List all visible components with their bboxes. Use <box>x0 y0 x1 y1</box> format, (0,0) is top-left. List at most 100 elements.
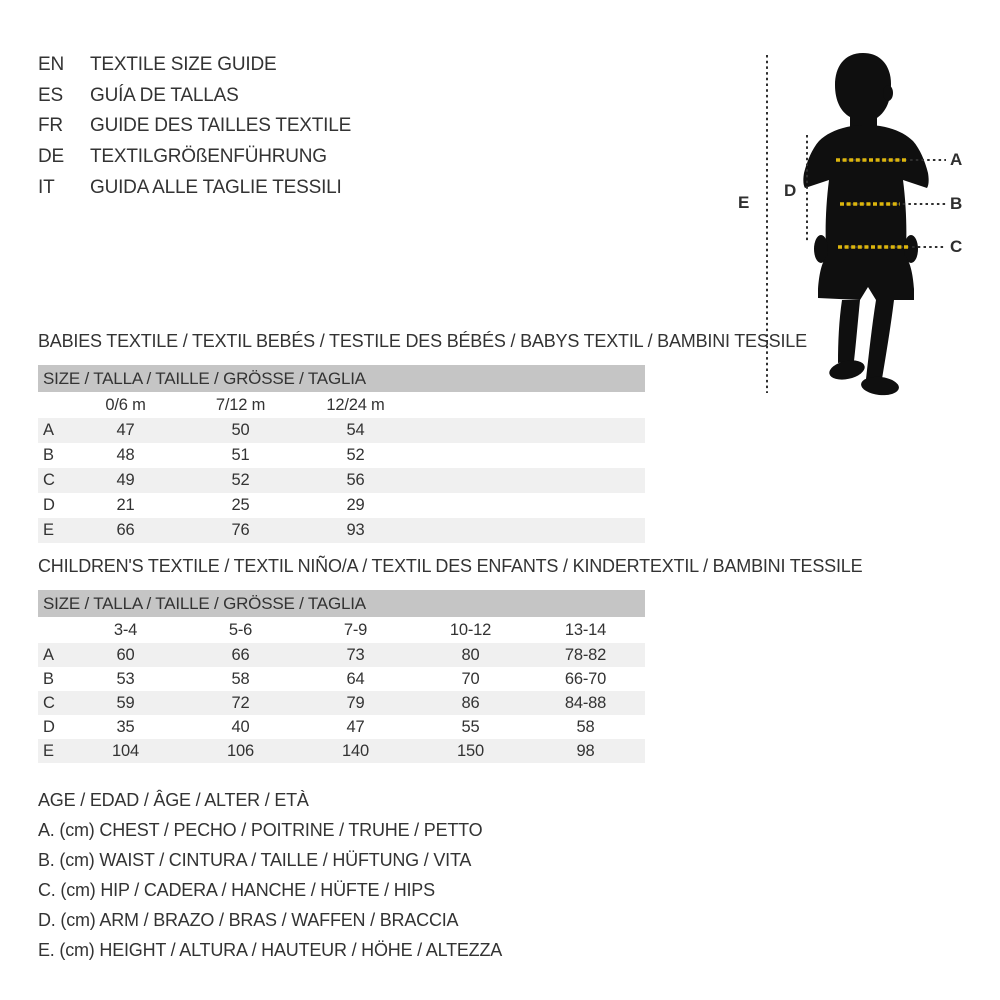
filler-cell <box>643 617 645 643</box>
measure-row-label: A <box>43 421 54 439</box>
filler-cell <box>413 468 645 493</box>
size-value-cell: 58 <box>576 717 595 736</box>
filler-cell <box>413 493 645 518</box>
measure-row-label: D <box>43 717 55 736</box>
size-value-cell: 150 <box>457 741 484 760</box>
babies-size-table: SIZE / TALLA / TAILLE / GRÖSSE / TAGLIA 0… <box>38 365 645 543</box>
size-value-cell: 51 <box>231 446 250 464</box>
size-header-bar: SIZE / TALLA / TAILLE / GRÖSSE / TAGLIA <box>38 590 645 617</box>
legend-age: AGE / EDAD / ÂGE / ALTER / ETÀ <box>38 789 309 810</box>
measurement-legend: AGE / EDAD / ÂGE / ALTER / ETÀ A. (cm) C… <box>38 785 502 965</box>
age-column-header: 10-12 <box>449 620 492 639</box>
guide-title-it: GUIDA ALLE TAGLIE TESSILI <box>90 176 342 198</box>
measurement-figure: A B C D E <box>730 45 1000 400</box>
measure-row-label: B <box>43 669 54 688</box>
filler-cell <box>643 715 645 739</box>
size-value-cell: 47 <box>346 717 365 736</box>
size-row-c: C 49 52 56 <box>38 468 645 493</box>
language-code: ES <box>38 84 63 106</box>
size-row-d: D 35 40 47 55 58 <box>38 715 645 739</box>
silhouette-right-leg <box>866 300 894 379</box>
silhouette-left-shoe <box>829 360 865 380</box>
size-value-cell: 79 <box>346 693 365 712</box>
size-value-cell: 56 <box>346 471 365 489</box>
silhouette-right-hand <box>904 235 918 263</box>
children-size-table: SIZE / TALLA / TAILLE / GRÖSSE / TAGLIA 3… <box>38 590 645 763</box>
children-section-title: CHILDREN'S TEXTILE / TEXTIL NIÑO/A / TEX… <box>38 556 863 576</box>
size-value-cell: 76 <box>231 521 250 539</box>
age-column-header: 12/24 m <box>326 395 385 414</box>
measure-row-label: E <box>43 741 54 760</box>
language-row-es: ES GUÍA DE TALLAS <box>38 81 351 112</box>
filler-cell <box>413 443 645 468</box>
size-value-cell: 58 <box>231 669 250 688</box>
language-title-list: EN TEXTILE SIZE GUIDE ES GUÍA DE TALLAS … <box>38 50 351 203</box>
age-column-header: 3-4 <box>113 620 138 639</box>
size-header-bar: SIZE / TALLA / TAILLE / GRÖSSE / TAGLIA <box>38 365 645 392</box>
measure-row-label: C <box>43 471 55 489</box>
size-value-cell: 50 <box>231 421 250 439</box>
size-value-cell: 140 <box>342 741 369 760</box>
callout-label-c: C <box>950 237 963 256</box>
size-row-e: E 66 76 93 <box>38 518 645 543</box>
language-row-de: DE TEXTILGRÖßENFÜHRUNG <box>38 142 351 173</box>
age-column-header: 5-6 <box>228 620 253 639</box>
age-column-header: 0/6 m <box>105 395 146 414</box>
filler-cell <box>643 691 645 715</box>
silhouette-left-leg <box>838 300 860 363</box>
legend-arm: D. (cm) ARM / BRAZO / BRAS / WAFFEN / BR… <box>38 909 459 930</box>
size-value-cell: 93 <box>346 521 365 539</box>
size-value-cell: 72 <box>231 693 250 712</box>
size-row-d: D 21 25 29 <box>38 493 645 518</box>
babies-section-title: BABIES TEXTILE / TEXTIL BEBÉS / TESTILE … <box>38 331 807 351</box>
size-value-cell: 66-70 <box>564 669 607 688</box>
callout-label-a: A <box>950 150 963 169</box>
filler-cell <box>643 643 645 667</box>
size-value-cell: 54 <box>346 421 365 439</box>
size-row-b: B 48 51 52 <box>38 443 645 468</box>
silhouette-ear <box>883 85 893 101</box>
callout-label-b: B <box>950 194 963 213</box>
language-code: EN <box>38 54 64 76</box>
legend-height: E. (cm) HEIGHT / ALTURA / HAUTEUR / HÖHE… <box>38 939 503 960</box>
guide-title-es: GUÍA DE TALLAS <box>90 84 239 106</box>
age-column-header: 7/12 m <box>215 395 266 414</box>
language-row-it: IT GUIDA ALLE TAGLIE TESSILI <box>38 172 351 203</box>
size-value-cell: 80 <box>461 645 480 664</box>
guide-title-de: TEXTILGRÖßENFÜHRUNG <box>90 146 327 168</box>
legend-waist: B. (cm) WAIST / CINTURA / TAILLE / HÜFTU… <box>38 849 472 870</box>
size-row-b: B 53 58 64 70 66-70 <box>38 667 645 691</box>
size-value-cell: 60 <box>116 645 135 664</box>
measure-row-label: C <box>43 693 55 712</box>
size-value-cell: 84-88 <box>564 693 607 712</box>
size-value-cell: 29 <box>346 496 365 514</box>
corner-cell <box>38 392 68 418</box>
size-value-cell: 47 <box>116 421 135 439</box>
size-value-cell: 55 <box>461 717 480 736</box>
age-column-header: 7-9 <box>343 620 368 639</box>
language-row-en: EN TEXTILE SIZE GUIDE <box>38 50 351 81</box>
size-value-cell: 21 <box>116 496 135 514</box>
language-code: DE <box>38 146 64 168</box>
size-value-cell: 59 <box>116 693 135 712</box>
silhouette-shorts <box>818 257 914 300</box>
age-column-header: 13-14 <box>564 620 607 639</box>
size-value-cell: 40 <box>231 717 250 736</box>
measure-row-label: B <box>43 446 54 464</box>
body-measure-lines <box>836 158 908 249</box>
size-value-cell: 66 <box>231 645 250 664</box>
measure-row-label: D <box>43 496 55 514</box>
filler-cell <box>643 739 645 763</box>
size-value-cell: 49 <box>116 471 135 489</box>
size-value-cell: 52 <box>231 471 250 489</box>
size-value-cell: 48 <box>116 446 135 464</box>
child-silhouette <box>803 53 929 396</box>
size-row-a: A 60 66 73 80 78-82 <box>38 643 645 667</box>
silhouette-head <box>835 53 891 122</box>
size-value-cell: 98 <box>576 741 595 760</box>
measure-row-label: A <box>43 645 54 664</box>
language-code: IT <box>38 176 55 198</box>
size-value-cell: 25 <box>231 496 250 514</box>
language-row-fr: FR GUIDE DES TAILLES TEXTILE <box>38 111 351 142</box>
